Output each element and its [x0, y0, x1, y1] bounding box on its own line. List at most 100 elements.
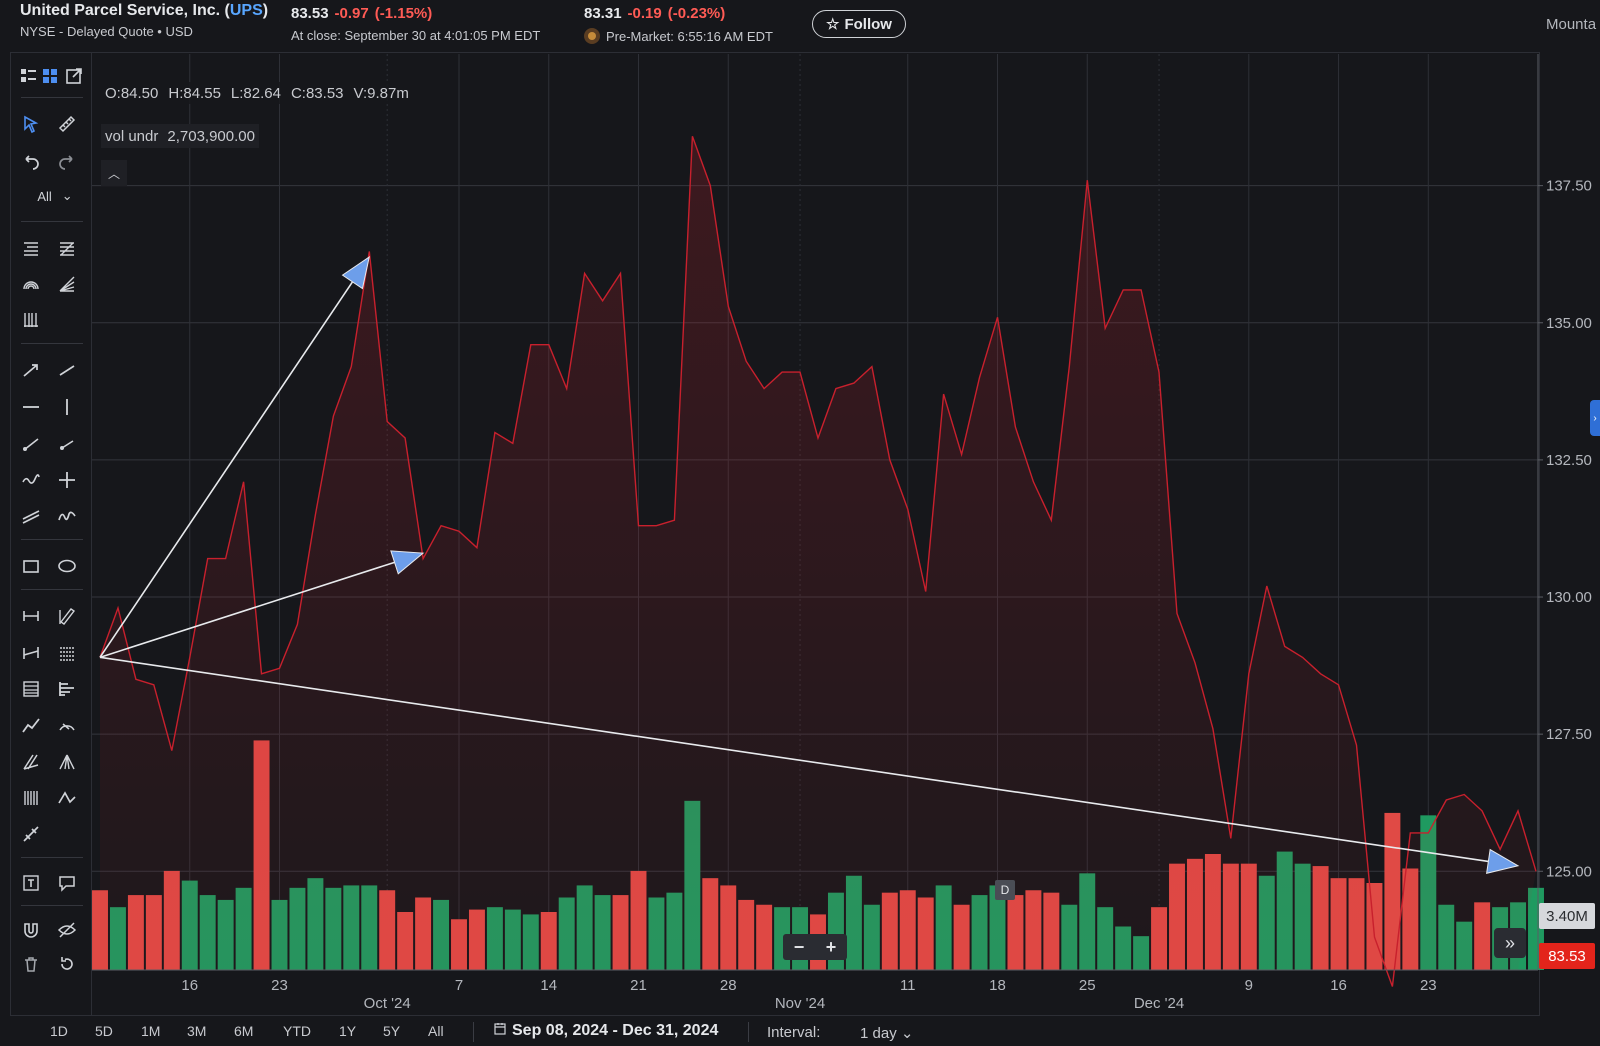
chevron-right-icon: › [1593, 412, 1597, 424]
company-name: United Parcel Service, Inc. (UPS) [20, 2, 269, 19]
timezone-label: Mounta [1546, 16, 1597, 33]
hide-icon[interactable] [54, 917, 80, 943]
elliott-icon[interactable] [54, 785, 80, 811]
reset-icon[interactable] [54, 951, 80, 977]
layout-icon[interactable] [15, 63, 41, 89]
follow-button[interactable]: ☆ Follow [812, 10, 906, 38]
channel-icon[interactable] [18, 503, 44, 529]
arrow-annotation-head [341, 255, 371, 290]
study-legend[interactable]: vol undr 2,703,900.00 [101, 124, 259, 148]
ruler-icon[interactable] [54, 111, 80, 137]
rectangle-icon[interactable] [18, 553, 44, 579]
segment-icon[interactable] [54, 431, 80, 457]
date-tick-label: 21 [630, 977, 647, 994]
dividend-marker[interactable]: D [995, 880, 1015, 900]
low-value: L:82.64 [230, 84, 281, 102]
high-value: H:84.55 [168, 84, 221, 102]
zoom-in-button[interactable]: + [825, 936, 837, 957]
trend-icon[interactable] [18, 713, 44, 739]
drawing-filter-select[interactable]: All ⌄ [37, 188, 73, 204]
undo-icon[interactable] [18, 148, 44, 174]
range-button-5y[interactable]: 5Y [383, 1023, 401, 1039]
date-tick-label: 18 [989, 977, 1006, 994]
price-tick-label: 132.50 [1546, 452, 1592, 469]
zoom-out-button[interactable]: − [793, 936, 805, 957]
trash-icon[interactable] [18, 951, 44, 977]
date-tick-label: 28 [720, 977, 737, 994]
tools-icon[interactable] [18, 821, 44, 847]
price-tick-label: 130.00 [1546, 589, 1592, 606]
date-tick-label: 14 [540, 977, 557, 994]
measure-icon[interactable] [18, 603, 44, 629]
exchange-info: NYSE - Delayed Quote • USD [20, 24, 193, 39]
table-icon[interactable] [18, 676, 44, 702]
ellipse-icon[interactable] [54, 553, 80, 579]
calendar-icon [494, 1022, 506, 1040]
range-button-1m[interactable]: 1M [141, 1023, 161, 1039]
study-name: vol undr [105, 127, 159, 145]
text-icon[interactable] [18, 870, 44, 896]
price-tick-label: 137.50 [1546, 178, 1592, 195]
month-tick-label: Oct '24 [364, 995, 411, 1012]
fib-fan-icon[interactable] [54, 271, 80, 297]
pen-icon[interactable] [54, 503, 80, 529]
chart-frame [10, 52, 1540, 1016]
date-tick-label: 9 [1245, 977, 1253, 994]
freehand-icon[interactable] [18, 467, 44, 493]
line-icon[interactable] [54, 357, 80, 383]
grid-icon[interactable] [37, 63, 63, 89]
last-price-label: 83.53 [1539, 943, 1595, 969]
close-change-pct: (-1.15%) [374, 5, 433, 22]
cursor-icon[interactable] [18, 111, 44, 137]
scroll-to-latest-button[interactable]: » [1494, 928, 1526, 958]
gann-icon[interactable] [18, 785, 44, 811]
interval-select[interactable]: 1 day ⌄ [860, 1025, 914, 1042]
range-button-3m[interactable]: 3M [187, 1023, 207, 1039]
date-tick-label: 7 [455, 977, 463, 994]
drawing-toolbar: All ⌄ [11, 53, 92, 1015]
double-chevron-right-icon: » [1504, 932, 1515, 953]
premarket-quote: 83.31 -0.19 (-0.23%) [584, 5, 725, 22]
ray-icon[interactable] [18, 431, 44, 457]
range-icon[interactable] [18, 640, 44, 666]
callout-icon[interactable] [54, 870, 80, 896]
fan-icon[interactable] [54, 749, 80, 775]
popout-icon[interactable] [61, 63, 87, 89]
side-panel-toggle[interactable]: › [1590, 400, 1600, 436]
vertical-line-icon[interactable] [54, 394, 80, 420]
arrow-line-icon[interactable] [18, 357, 44, 383]
study-value: 2,703,900.00 [167, 127, 255, 145]
fib-timezone-icon[interactable] [18, 307, 44, 333]
fib-retracement-icon[interactable] [18, 235, 44, 261]
arc-icon[interactable] [54, 713, 80, 739]
ticker-link[interactable]: UPS [229, 2, 263, 19]
range-button-ytd[interactable]: YTD [283, 1023, 311, 1039]
horizontal-line-icon[interactable] [18, 394, 44, 420]
fib-arc-icon[interactable] [18, 271, 44, 297]
open-value: O:84.50 [105, 84, 159, 102]
date-tick-label: 11 [900, 977, 916, 994]
range-button-5d[interactable]: 5D [95, 1023, 113, 1039]
date-range-button[interactable]: Sep 08, 2024 - Dec 31, 2024 [494, 1022, 718, 1040]
levels-icon[interactable] [54, 640, 80, 666]
range-button-6m[interactable]: 6M [234, 1023, 254, 1039]
magnet-icon[interactable] [18, 917, 44, 943]
chevron-up-icon: ︿ [107, 166, 120, 181]
close-price: 83.53 [291, 5, 329, 22]
chevron-down-icon: ⌄ [900, 1025, 914, 1042]
range-button-1d[interactable]: 1D [50, 1023, 68, 1039]
drawing-annotations [99, 255, 1520, 874]
date-tick-label: 25 [1079, 977, 1096, 994]
crosshair-icon[interactable] [54, 467, 80, 493]
ruler2-icon[interactable] [54, 603, 80, 629]
close-time: At close: September 30 at 4:01:05 PM EDT [291, 28, 541, 43]
volume-profile-icon[interactable] [54, 676, 80, 702]
redo-icon[interactable] [54, 148, 80, 174]
sunrise-icon [584, 28, 600, 44]
collapse-legend-button[interactable]: ︿ [101, 160, 127, 186]
range-button-all[interactable]: All [428, 1023, 444, 1039]
fib-extension-icon[interactable] [54, 235, 80, 261]
range-button-1y[interactable]: 1Y [339, 1023, 357, 1039]
pitchfork-icon[interactable] [18, 749, 44, 775]
